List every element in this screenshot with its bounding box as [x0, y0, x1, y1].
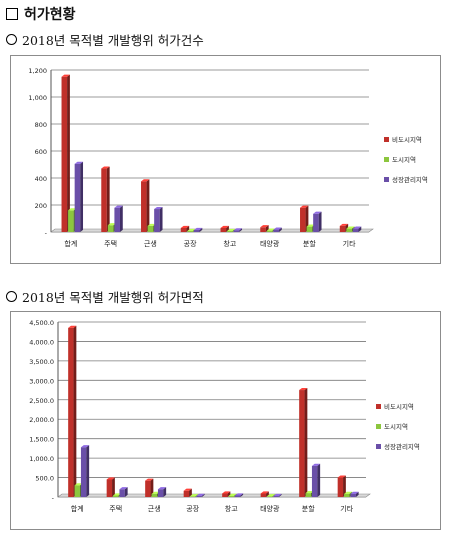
bar — [273, 493, 282, 497]
x-tick-label: 창고 — [225, 505, 238, 513]
y-tick-label: 1,500.0 — [29, 436, 54, 444]
legend-swatch — [376, 424, 381, 429]
legend-swatch — [376, 404, 381, 409]
y-tick-label: 2,500.0 — [29, 397, 54, 405]
legend-swatch — [384, 157, 389, 162]
y-tick-label: 1,000.0 — [29, 455, 54, 463]
x-tick-label: 합계 — [71, 504, 84, 513]
bar — [180, 225, 190, 232]
legend-label: 도시지역 — [384, 422, 408, 431]
bar — [145, 478, 154, 497]
permit-count-chart: - 200 400 600 800 1,000 1,200 합계 주택 근생 공장 창고 태양광 분할 기타… — [28, 67, 428, 248]
y-tick-label: 400 — [35, 175, 47, 183]
x-tick-label: 공장 — [186, 504, 199, 513]
y-tick-label: 500.0 — [35, 475, 54, 483]
y-tick-label: 200 — [35, 202, 47, 210]
bar — [119, 487, 128, 497]
bar — [311, 463, 321, 497]
bar — [80, 445, 90, 497]
x-tick-label: 주택 — [104, 239, 117, 248]
chart-floor — [50, 228, 374, 233]
y-tick-label: 3,500.0 — [29, 358, 54, 366]
chart2-title: 2018년 목적별 개발행위 허가면적 — [22, 290, 204, 305]
y-tick-label: 4,000.0 — [29, 338, 54, 346]
y-tick-label: - — [52, 494, 55, 502]
bar — [183, 488, 192, 497]
chart2-frame: - 500.0 1,000.0 1,500.0 2,000.0 2,500.0 3,000.… — [10, 311, 441, 530]
bar — [300, 205, 309, 232]
x-tick-label: 태양광 — [260, 505, 280, 513]
x-tick-label: 기타 — [340, 504, 353, 513]
legend-label: 비도시지역 — [384, 402, 414, 411]
bar — [196, 493, 205, 497]
bar — [141, 179, 150, 232]
x-tick-label: 주택 — [109, 504, 122, 513]
bar — [220, 225, 229, 232]
bar — [157, 487, 167, 497]
y-tick-label: 3,000.0 — [29, 377, 54, 385]
bar — [260, 491, 269, 497]
bar — [350, 491, 359, 497]
x-tick-label: 근생 — [148, 504, 161, 513]
chart1-title: 2018년 목적별 개발행위 허가건수 — [22, 33, 204, 48]
x-tick-label: 공장 — [184, 239, 197, 248]
chart-floor — [57, 493, 371, 498]
bar — [222, 491, 231, 497]
bar — [234, 493, 244, 497]
x-tick-label: 근생 — [144, 239, 157, 248]
legend-swatch — [376, 444, 381, 449]
bar — [114, 205, 123, 232]
legend-swatch — [384, 137, 389, 142]
bar — [352, 226, 362, 232]
x-tick-label: 분할 — [302, 504, 315, 513]
y-tick-label: 1,000 — [28, 94, 47, 102]
chart1-frame: - 200 400 600 800 1,000 1,200 합계 주택 근생 공장 창고 태양광 분할 기타… — [10, 55, 441, 264]
bar — [233, 228, 243, 232]
legend-label: 비도시지역 — [392, 135, 422, 144]
permit-area-chart: - 500.0 1,000.0 1,500.0 2,000.0 2,500.0 3,000.… — [29, 319, 420, 513]
bar — [267, 494, 276, 497]
x-tick-label: 창고 — [223, 240, 236, 248]
square-bullet-icon — [6, 8, 18, 20]
bar — [193, 227, 203, 232]
bar — [299, 387, 308, 497]
x-tick-label: 태양광 — [260, 240, 280, 248]
x-tick-label: 분할 — [303, 239, 316, 248]
y-tick-label: 600 — [35, 148, 47, 156]
bar — [101, 166, 110, 232]
bar — [273, 227, 282, 232]
y-tick-label: 2,000.0 — [29, 416, 54, 424]
y-tick-label: 4,500.0 — [29, 319, 54, 327]
bar — [106, 477, 115, 497]
section-heading: 허가현황 — [6, 4, 76, 24]
chart1-heading: 2018년 목적별 개발행위 허가건수 — [6, 30, 204, 49]
bar — [337, 475, 346, 497]
y-tick-label: 800 — [35, 121, 47, 129]
chart2-heading: 2018년 목적별 개발행위 허가면적 — [6, 287, 204, 306]
bar — [68, 325, 77, 497]
bar — [154, 206, 163, 232]
circle-bullet-icon — [6, 291, 17, 302]
bar — [313, 211, 322, 232]
section-title: 허가현황 — [24, 7, 76, 23]
circle-bullet-icon — [6, 34, 17, 45]
legend-label: 성장관리지역 — [384, 442, 420, 451]
legend-label: 성장관리지역 — [392, 175, 428, 184]
y-tick-label: - — [45, 229, 48, 237]
y-tick-label: 1,200 — [28, 67, 47, 75]
bar — [61, 74, 70, 233]
legend-label: 도시지역 — [392, 155, 416, 164]
legend-swatch — [384, 177, 389, 182]
bar — [74, 161, 84, 232]
x-tick-label: 합계 — [64, 239, 77, 248]
x-tick-label: 기타 — [343, 239, 356, 248]
